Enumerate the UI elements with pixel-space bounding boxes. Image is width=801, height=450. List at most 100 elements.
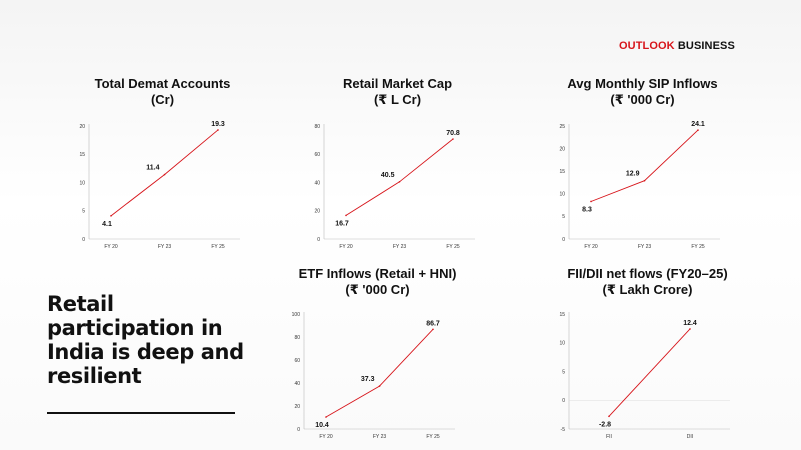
chart-title: ETF Inflows (Retail + HNI) (₹ '000 Cr) xyxy=(290,266,465,298)
series-line xyxy=(325,328,434,418)
chart-title-line: (₹ L Cr) xyxy=(373,92,422,107)
chart-title: Retail Market Cap (₹ L Cr) xyxy=(310,76,485,108)
y-tick-label: -5 xyxy=(561,427,566,433)
data-label: 4.1 xyxy=(102,221,112,228)
y-tick-label: 100 xyxy=(292,312,301,318)
chart-fii-dii-flows: FII/DII net flows (FY20–25) (₹ Lakh Crore… xyxy=(555,266,740,441)
y-tick-label: 80 xyxy=(294,335,300,341)
data-label: 10.4 xyxy=(315,422,329,429)
brand-logo: OUTLOOK BUSINESS xyxy=(619,40,735,52)
y-tick-label: 60 xyxy=(294,358,300,364)
x-tick-label: FY 25 xyxy=(691,244,704,250)
data-point xyxy=(432,328,434,331)
chart-title: Total Demat Accounts (Cr) xyxy=(75,76,250,108)
data-label: 24.1 xyxy=(691,121,705,128)
chart-title-line: Total Demat Accounts xyxy=(94,76,231,91)
chart-title-line: (₹ '000 Cr) xyxy=(610,92,675,107)
data-label: 12.4 xyxy=(683,320,697,327)
x-tick-label: FY 20 xyxy=(104,244,117,250)
data-point xyxy=(217,129,219,131)
y-tick-label: 10 xyxy=(79,180,85,186)
data-label: 8.3 xyxy=(582,206,592,213)
y-tick-label: 0 xyxy=(562,237,565,243)
y-tick-label: 25 xyxy=(559,124,565,130)
chart-plot: 0 20 40 60 80 100 FY 20 FY 23 FY 25 10.4 37.3 86.7 xyxy=(292,312,455,440)
chart-title-line: FII/DII net flows (FY20–25) xyxy=(567,266,728,281)
chart-title-line: (₹ Lakh Crore) xyxy=(602,282,693,297)
series-line xyxy=(110,129,219,217)
y-tick-label: 20 xyxy=(559,146,565,152)
x-tick-label: FY 23 xyxy=(638,244,651,250)
chart-plot: 0 5 10 15 20 25 FY 20 FY 23 FY 25 8.3 12.9 24.1 xyxy=(559,121,720,250)
chart-title-line: ETF Inflows (Retail + HNI) xyxy=(298,266,457,281)
data-label: 70.8 xyxy=(446,130,460,137)
data-point xyxy=(378,385,381,387)
y-tick-label: 10 xyxy=(559,192,565,198)
y-tick-label: 15 xyxy=(559,312,565,318)
y-tick-label: 80 xyxy=(314,124,320,130)
chart-plot: 0 5 10 15 20 FY 20 FY 23 FY 25 4.1 11.4 19.3 xyxy=(79,121,240,250)
y-tick-label: 40 xyxy=(294,381,300,387)
chart-title: Avg Monthly SIP Inflows (₹ '000 Cr) xyxy=(555,76,730,108)
y-tick-label: 0 xyxy=(562,398,565,404)
data-label: 16.7 xyxy=(335,220,349,227)
chart-title-line: (₹ '000 Cr) xyxy=(345,282,410,297)
y-tick-label: 5 xyxy=(562,214,565,220)
series-line xyxy=(608,328,691,417)
data-label: 19.3 xyxy=(211,121,225,128)
headline-underline xyxy=(47,412,235,414)
data-point xyxy=(110,215,112,217)
data-point xyxy=(325,416,327,418)
brand-logo-part2: BUSINESS xyxy=(674,40,735,52)
x-tick-label: FII xyxy=(606,434,612,440)
x-tick-label: FY 23 xyxy=(393,244,406,250)
series-line xyxy=(590,129,699,202)
y-tick-label: 0 xyxy=(317,237,320,243)
data-label: -2.8 xyxy=(599,421,611,428)
y-tick-label: 0 xyxy=(297,427,300,433)
chart-retail-market-cap: Retail Market Cap (₹ L Cr) 0 20 40 60 80 FY 20… xyxy=(310,76,485,251)
y-tick-label: 10 xyxy=(559,341,565,347)
data-point xyxy=(590,200,592,203)
chart-plot: 0 20 40 60 80 FY 20 FY 23 FY 25 16.7 40.5 70.8 xyxy=(314,124,475,250)
y-tick-label: 20 xyxy=(294,404,300,410)
data-point xyxy=(608,415,610,418)
chart-title-line: Avg Monthly SIP Inflows xyxy=(567,76,718,91)
x-tick-label: FY 20 xyxy=(584,244,597,250)
y-tick-label: 0 xyxy=(82,237,85,243)
data-label: 86.7 xyxy=(426,320,440,327)
chart-title: FII/DII net flows (FY20–25) (₹ Lakh Crore… xyxy=(555,266,740,298)
y-tick-label: 60 xyxy=(314,152,320,158)
data-label: 12.9 xyxy=(626,171,640,178)
y-tick-label: 5 xyxy=(562,369,565,375)
data-point xyxy=(697,129,699,131)
y-tick-label: 15 xyxy=(559,169,565,175)
data-point xyxy=(452,138,454,140)
x-tick-label: FY 25 xyxy=(426,434,439,440)
x-tick-label: FY 25 xyxy=(446,244,459,250)
y-tick-label: 15 xyxy=(79,152,85,158)
data-point xyxy=(643,179,646,182)
series-line xyxy=(345,138,454,216)
data-point xyxy=(689,328,691,330)
x-tick-label: FY 25 xyxy=(211,244,224,250)
y-tick-label: 5 xyxy=(82,209,85,215)
x-tick-label: FY 20 xyxy=(319,434,332,440)
data-point xyxy=(163,173,166,176)
chart-title-line: (Cr) xyxy=(150,92,175,107)
y-tick-label: 20 xyxy=(314,209,320,215)
data-point xyxy=(398,180,401,183)
chart-sip-inflows: Avg Monthly SIP Inflows (₹ '000 Cr) 0 5 10 1… xyxy=(555,76,730,251)
chart-etf-inflows: ETF Inflows (Retail + HNI) (₹ '000 Cr) 0 2… xyxy=(290,266,465,441)
data-label: 37.3 xyxy=(361,376,375,383)
data-label: 40.5 xyxy=(381,172,395,179)
x-tick-label: FY 23 xyxy=(158,244,171,250)
headline: Retail participation in India is deep an… xyxy=(47,292,244,388)
x-tick-label: DII xyxy=(687,434,693,440)
y-tick-label: 40 xyxy=(314,180,320,186)
data-label: 11.4 xyxy=(146,165,159,172)
y-tick-label: 20 xyxy=(79,124,85,130)
chart-plot: -5 0 5 10 15 FII DII -2.8 12.4 xyxy=(559,312,730,440)
x-tick-label: FY 20 xyxy=(339,244,352,250)
chart-title-line: Retail Market Cap xyxy=(342,76,453,91)
